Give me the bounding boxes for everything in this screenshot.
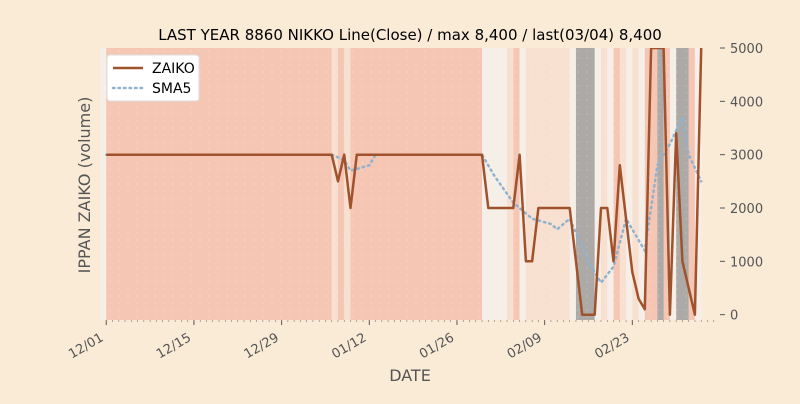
legend: ZAIKO SMA5 (106, 54, 200, 102)
y-tick-label: 0 (730, 309, 738, 324)
legend-box (106, 54, 200, 102)
y-tick-label: 5000 (730, 42, 763, 57)
y-tick-label: 1000 (730, 255, 763, 270)
y-tick-label: 4000 (730, 95, 763, 110)
y-axis-ticks: 0 1000 2000 3000 4000 5000 (720, 42, 763, 324)
legend-label-zaiko: ZAIKO (152, 61, 195, 77)
y-tick-label: 2000 (730, 202, 763, 217)
chart-title: LAST YEAR 8860 NIKKO Line(Close) / max 8… (158, 26, 662, 44)
y-tick-label: 3000 (730, 149, 763, 164)
series-line-zaiko (106, 48, 703, 316)
series-lines (105, 48, 703, 316)
y-axis-label: IPPAN ZAIKO (volume) (75, 97, 94, 274)
dot-texture-fill (100, 48, 720, 320)
x-axis-label: DATE (389, 366, 431, 385)
dot-texture (100, 48, 720, 320)
legend-label-sma5: SMA5 (152, 81, 191, 97)
series-line-sma5 (105, 113, 703, 285)
